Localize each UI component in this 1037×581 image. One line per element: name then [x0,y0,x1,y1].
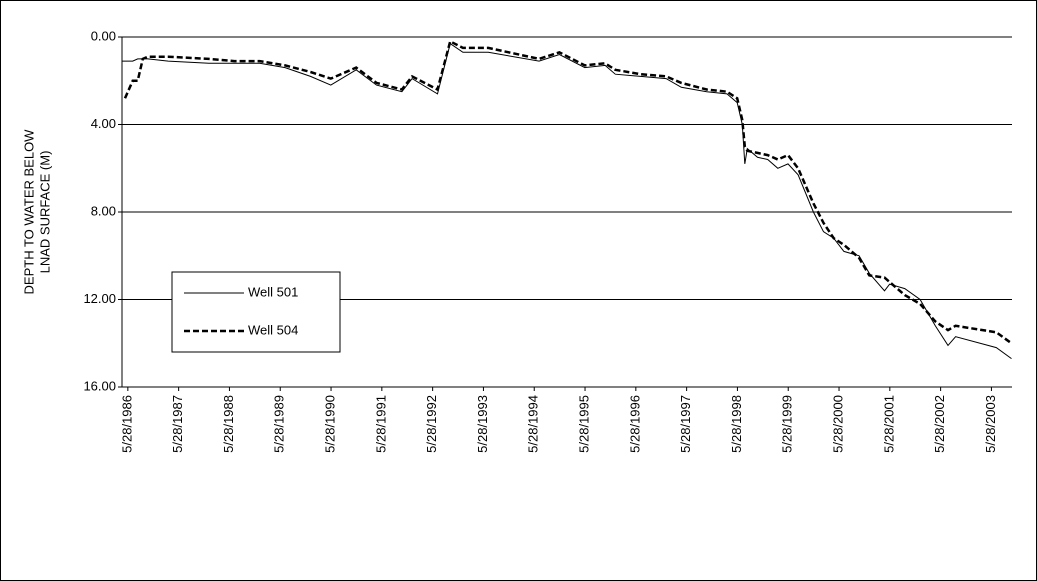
y-tick-label: 12.00 [83,291,116,306]
legend-label: Well 501 [248,284,298,299]
x-tick-label: 5/28/2001 [881,395,896,453]
x-tick-label: 5/28/1997 [678,395,693,453]
x-tick-label: 5/28/1996 [627,395,642,453]
x-tick-label: 5/28/2003 [983,395,998,453]
x-tick-label: 5/28/1986 [119,395,134,453]
y-tick-label: 4.00 [91,116,116,131]
line-series [123,39,1013,345]
x-tick-label: 5/28/1988 [221,395,236,453]
x-tick-label: 5/28/1990 [322,395,337,453]
x-tick-label: 5/28/1993 [475,395,490,453]
y-tick-label: 8.00 [91,203,116,218]
y-axis-label: LNAD SURFACE (M) [37,151,52,274]
x-tick-label: 5/28/2002 [932,395,947,453]
y-tick-label: 16.00 [83,378,116,393]
x-tick-label: 5/28/1998 [729,395,744,453]
x-tick-label: 5/28/2000 [830,395,845,453]
y-tick-label: 0.00 [91,28,116,43]
x-tick-label: 5/28/1989 [272,395,287,453]
x-tick-label: 5/28/1995 [576,395,591,453]
x-tick-label: 5/28/1994 [526,395,541,453]
x-tick-label: 5/28/1992 [424,395,439,453]
x-tick-label: 5/28/1987 [170,395,185,453]
legend-box [171,271,341,353]
x-tick-label: 5/28/1999 [780,395,795,453]
x-tick-label: 5/28/1991 [373,395,388,453]
y-axis-label: DEPTH TO WATER BELOW [21,129,36,295]
legend-label: Well 504 [248,322,298,337]
